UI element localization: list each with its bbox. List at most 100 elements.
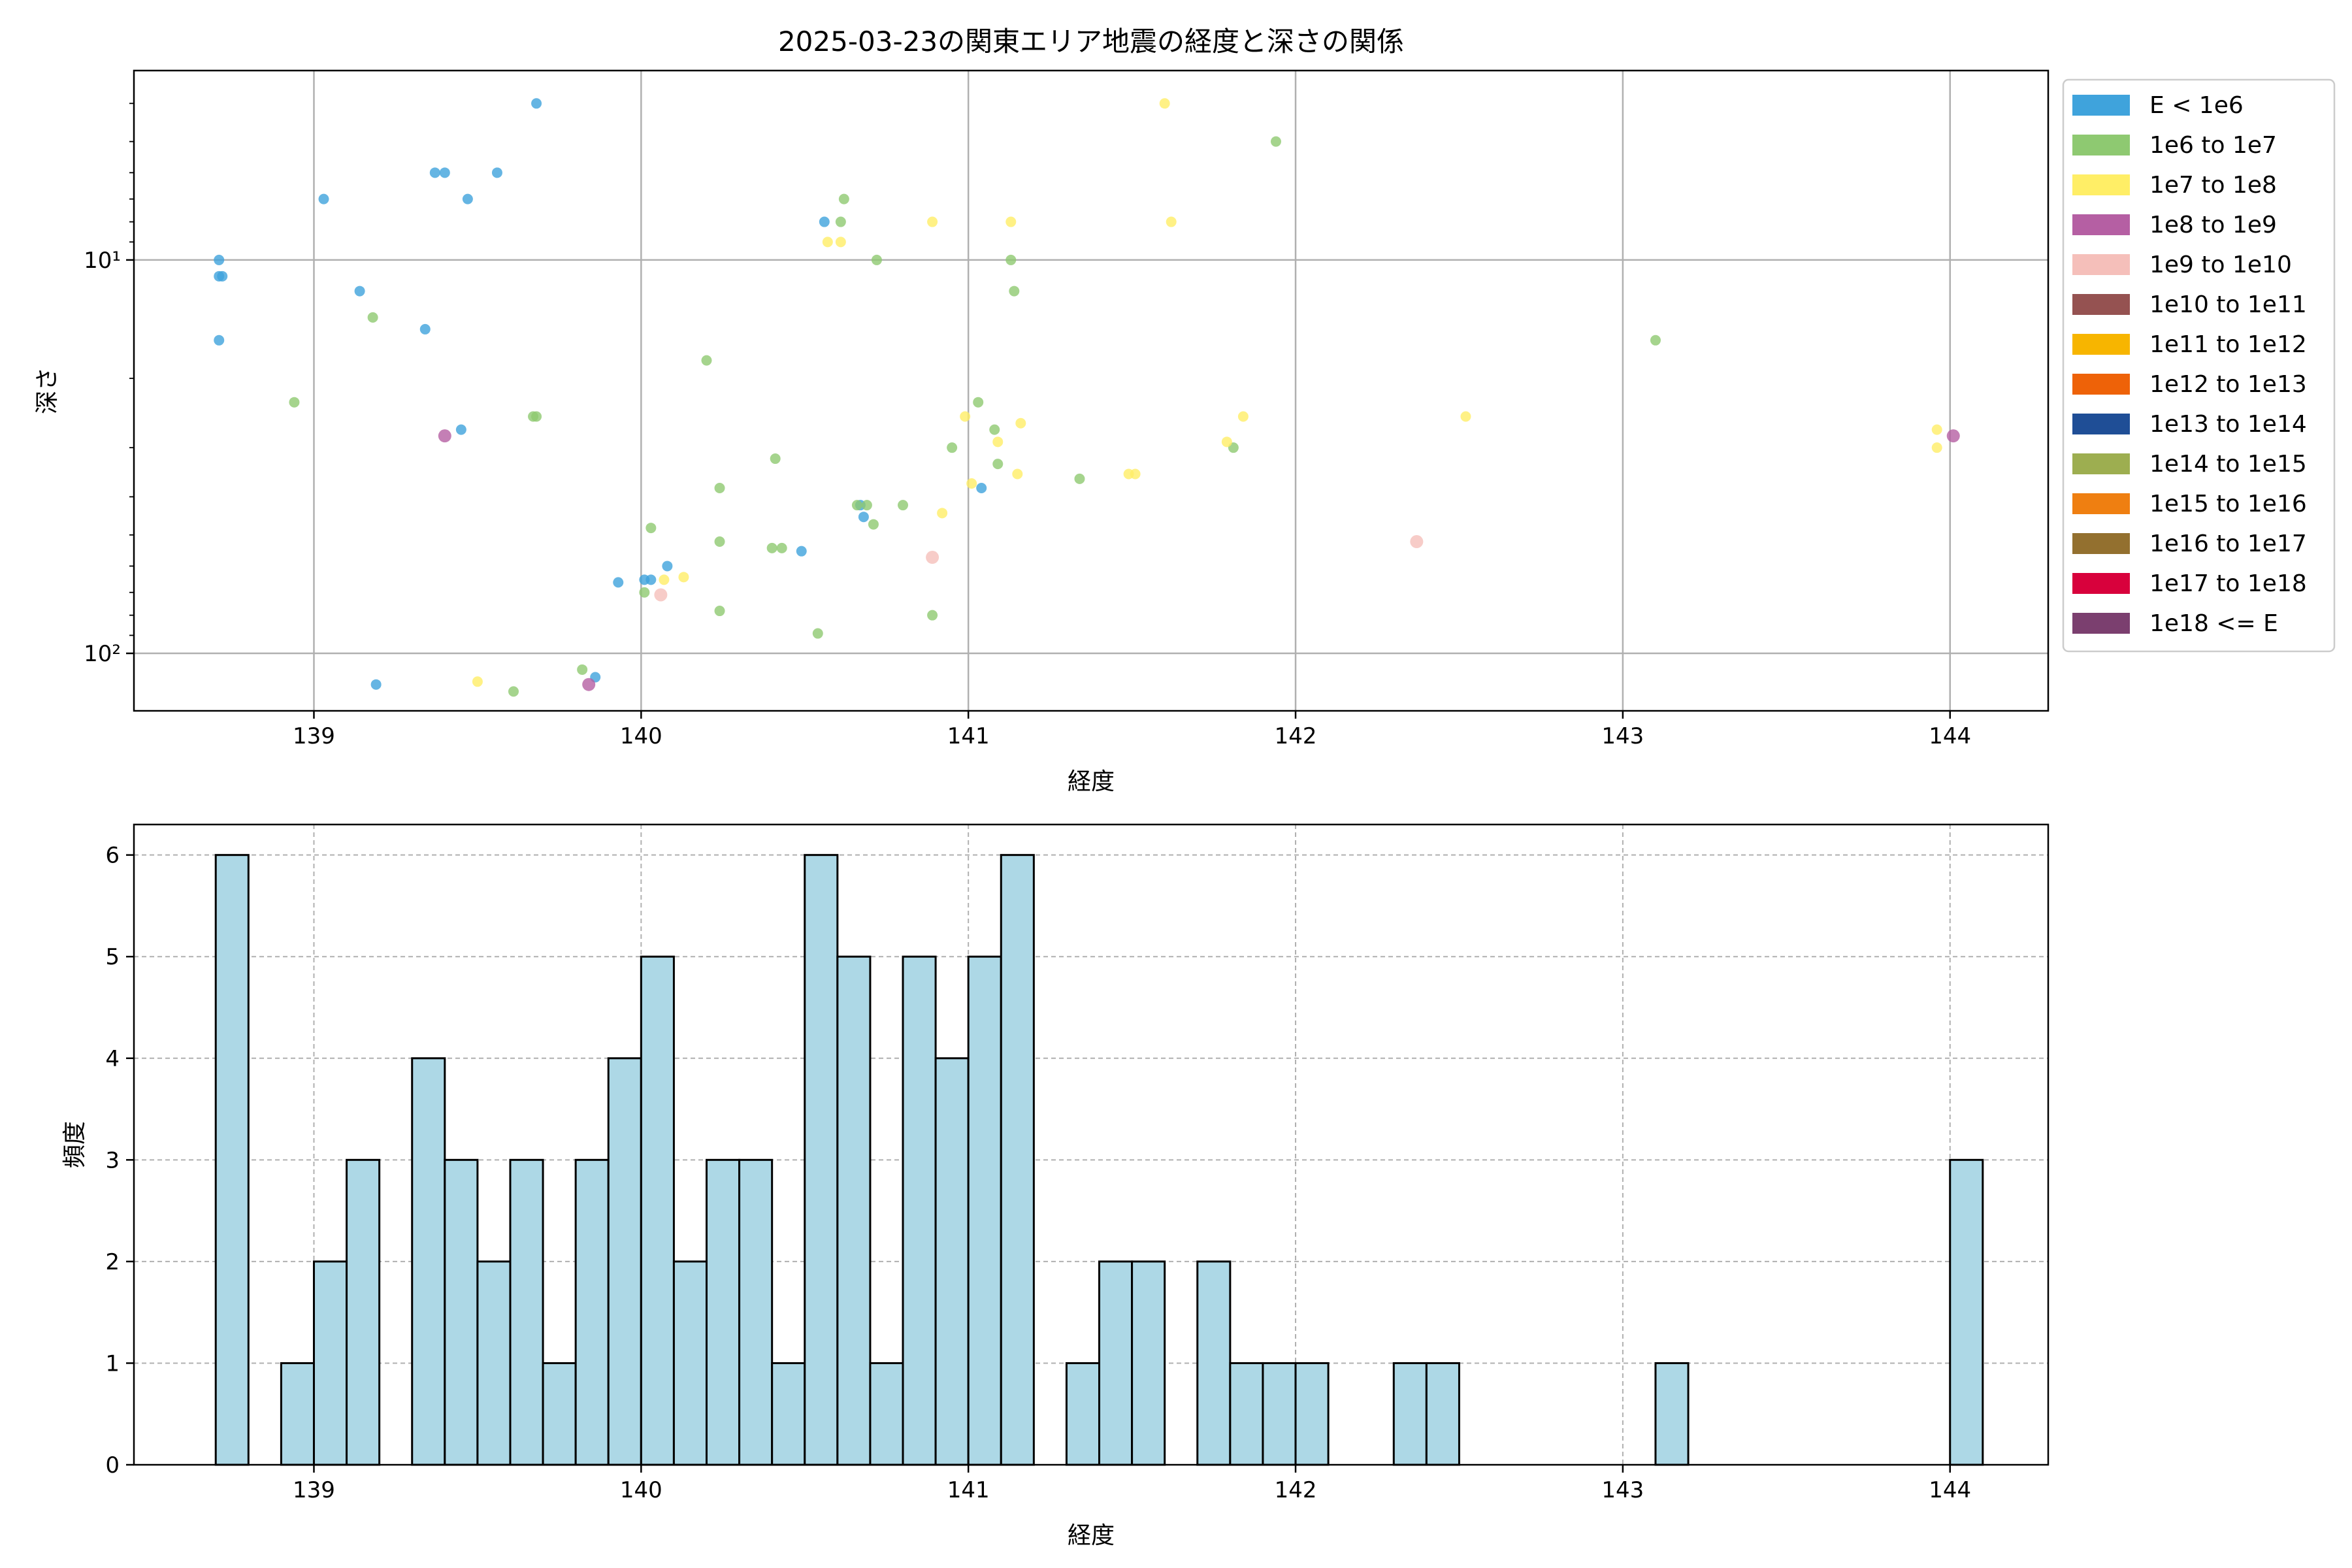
scatter-point	[462, 193, 473, 204]
scatter-point	[531, 98, 542, 109]
scatter-point	[419, 323, 431, 335]
scatter-point	[861, 500, 872, 511]
histogram-bar	[1229, 1362, 1264, 1466]
histogram-x-ticks: 139 140 141 142 143 144	[293, 1465, 1971, 1503]
scatter-panel: 139 140 141 142 143 144 10¹ 10² 2025-03-23の関東エ…	[34, 25, 2336, 795]
legend-frame	[2062, 78, 2336, 653]
scatter-x-tick-label: 140	[620, 723, 662, 749]
histogram-bar	[705, 1158, 741, 1466]
histogram-bar	[542, 1362, 577, 1466]
histogram-x-tick-label: 139	[293, 1477, 335, 1503]
scatter-x-tick-label: 139	[293, 723, 335, 749]
scatter-point	[960, 411, 971, 422]
histogram-y-tick-label: 4	[105, 1046, 120, 1072]
scatter-point	[714, 482, 725, 493]
scatter-point	[439, 167, 450, 178]
histogram-bar	[1654, 1362, 1690, 1466]
histogram-y-tick-label: 3	[105, 1147, 120, 1173]
scatter-grid	[134, 71, 2048, 711]
scatter-point	[645, 523, 657, 534]
histogram-y-tick-label: 6	[105, 843, 120, 869]
scatter-x-tick-label: 144	[1929, 723, 1971, 749]
histogram-x-tick-label: 140	[620, 1477, 662, 1503]
legend-label: 1e13 to 1e14	[2149, 411, 2307, 438]
histogram-y-label: 頻度	[61, 1121, 88, 1168]
scatter-point	[214, 254, 225, 265]
scatter-y-tick-label: 10²	[84, 641, 121, 667]
histogram-panel: 139 140 141 142 143 144 0 1 2 3 4 5 6 経度 頻度	[61, 823, 2050, 1549]
legend-label: 1e10 to 1e11	[2149, 291, 2307, 318]
scatter-point	[491, 167, 502, 178]
scatter-point	[354, 286, 365, 297]
scatter-point	[531, 411, 542, 422]
scatter-point	[819, 216, 830, 227]
scatter-point	[645, 574, 657, 585]
histogram-bar	[574, 1158, 610, 1466]
histogram-frame	[133, 823, 2050, 1466]
scatter-point	[937, 508, 948, 519]
histogram-y-ticks: 0 1 2 3 4 5 6	[105, 843, 134, 1478]
histogram-bar	[869, 1362, 904, 1466]
histogram-bar	[280, 1362, 315, 1466]
histogram-bar	[967, 955, 1002, 1466]
legend-swatch	[2072, 414, 2130, 434]
legend-label: 1e18 <= E	[2149, 610, 2278, 637]
legend-swatch	[2072, 254, 2130, 275]
scatter-point	[796, 546, 807, 557]
scatter-points	[214, 98, 1960, 697]
histogram-bar	[902, 955, 937, 1466]
scatter-y-label: 深さ	[34, 367, 61, 414]
scatter-point	[947, 442, 958, 453]
histogram-bar	[804, 854, 839, 1466]
scatter-point	[1931, 424, 1942, 435]
scatter-point	[639, 587, 650, 598]
scatter-y-ticks: 10¹ 10²	[84, 103, 134, 667]
scatter-plot-area	[134, 71, 2048, 711]
histogram-bar	[640, 955, 675, 1466]
histogram-bar	[476, 1260, 512, 1466]
legend-label: E < 1e6	[2149, 92, 2244, 119]
histogram-bar	[934, 1057, 970, 1466]
legend: E < 1e6 1e6 to 1e7 1e7 to 1e8 1e8 to 1e9 1e9…	[2062, 78, 2336, 653]
legend-swatch	[2072, 493, 2130, 514]
legend-label: 1e8 to 1e9	[2149, 212, 2277, 238]
histogram-bar	[312, 1260, 348, 1466]
scatter-point	[472, 676, 483, 687]
scatter-point	[926, 551, 939, 564]
histogram-bar	[672, 1260, 708, 1466]
histogram-bars	[214, 854, 1984, 1466]
scatter-x-label: 経度	[1068, 768, 1115, 795]
scatter-point	[217, 270, 228, 282]
scatter-point	[838, 193, 849, 204]
scatter-point	[1005, 254, 1017, 265]
scatter-point	[1221, 436, 1232, 448]
scatter-point	[1237, 411, 1249, 422]
scatter-point	[582, 678, 596, 691]
histogram-bar	[738, 1158, 774, 1466]
scatter-point	[577, 664, 588, 675]
histogram-y-tick-label: 2	[105, 1249, 120, 1275]
histogram-bar	[1294, 1362, 1330, 1466]
scatter-point	[966, 478, 977, 489]
scatter-point	[992, 436, 1004, 448]
histogram-y-tick-label: 5	[105, 944, 120, 970]
scatter-point	[851, 500, 862, 511]
legend-label: 1e7 to 1e8	[2149, 172, 2277, 199]
histogram-x-tick-label: 141	[947, 1477, 990, 1503]
histogram-bar	[771, 1362, 806, 1466]
scatter-point	[370, 679, 382, 690]
legend-label: 1e14 to 1e15	[2149, 451, 2307, 478]
histogram-bar	[1131, 1260, 1166, 1466]
scatter-point	[871, 254, 882, 265]
histogram-bar	[509, 1158, 544, 1466]
scatter-point	[1015, 417, 1026, 429]
histogram-bar	[444, 1158, 479, 1466]
histogram-bar	[346, 1158, 381, 1466]
scatter-point	[927, 610, 938, 621]
scatter-point	[992, 459, 1004, 470]
scatter-point	[429, 167, 440, 178]
scatter-point	[989, 424, 1000, 435]
scatter-point	[214, 335, 225, 346]
legend-swatch	[2072, 95, 2130, 116]
scatter-x-tick-label: 143	[1601, 723, 1644, 749]
